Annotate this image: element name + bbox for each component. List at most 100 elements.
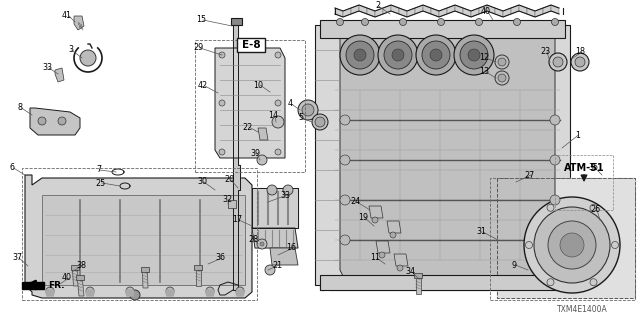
Circle shape xyxy=(275,149,281,155)
Text: E-8: E-8 xyxy=(242,40,260,50)
Text: 28: 28 xyxy=(248,236,258,244)
Circle shape xyxy=(340,235,350,245)
Text: 16: 16 xyxy=(286,244,296,252)
Circle shape xyxy=(534,207,610,283)
Bar xyxy=(490,178,635,300)
Circle shape xyxy=(476,19,483,26)
Bar xyxy=(228,200,236,208)
Text: 39: 39 xyxy=(250,149,260,158)
Text: 22: 22 xyxy=(242,123,252,132)
Text: 26: 26 xyxy=(590,205,600,214)
Circle shape xyxy=(548,221,596,269)
Circle shape xyxy=(552,19,559,26)
Polygon shape xyxy=(252,188,298,228)
Circle shape xyxy=(315,117,325,127)
Text: 14: 14 xyxy=(268,111,278,121)
Polygon shape xyxy=(72,270,79,286)
Polygon shape xyxy=(166,290,174,296)
Text: 21: 21 xyxy=(272,260,282,269)
Circle shape xyxy=(275,52,281,58)
Polygon shape xyxy=(511,5,519,14)
Text: 24: 24 xyxy=(350,197,360,206)
Circle shape xyxy=(166,287,174,295)
Polygon shape xyxy=(86,290,94,296)
Polygon shape xyxy=(367,8,375,17)
Circle shape xyxy=(550,155,560,165)
Polygon shape xyxy=(351,5,359,14)
Bar xyxy=(22,168,257,300)
Polygon shape xyxy=(375,8,383,17)
Polygon shape xyxy=(376,241,390,253)
Circle shape xyxy=(590,204,597,211)
Text: 42: 42 xyxy=(198,82,208,91)
Circle shape xyxy=(498,58,506,66)
Text: 29: 29 xyxy=(193,44,204,52)
Polygon shape xyxy=(387,221,401,233)
Text: 35: 35 xyxy=(588,164,598,172)
Circle shape xyxy=(550,235,560,245)
Polygon shape xyxy=(206,290,214,296)
Circle shape xyxy=(275,100,281,106)
Circle shape xyxy=(460,41,488,69)
Circle shape xyxy=(130,290,140,300)
Polygon shape xyxy=(439,8,447,17)
Circle shape xyxy=(236,287,244,295)
Circle shape xyxy=(260,242,264,246)
Polygon shape xyxy=(194,265,202,270)
Text: 36: 36 xyxy=(215,253,225,262)
Circle shape xyxy=(390,232,396,238)
Text: 8: 8 xyxy=(18,103,23,113)
Polygon shape xyxy=(471,8,479,17)
Circle shape xyxy=(46,287,54,295)
Circle shape xyxy=(362,19,369,26)
Circle shape xyxy=(312,114,328,130)
Text: 9: 9 xyxy=(512,260,517,269)
Circle shape xyxy=(416,35,456,75)
Polygon shape xyxy=(369,206,383,218)
Text: 40: 40 xyxy=(62,274,72,283)
Circle shape xyxy=(590,279,597,286)
Polygon shape xyxy=(46,290,54,296)
Text: 30: 30 xyxy=(197,178,207,187)
Circle shape xyxy=(547,204,554,211)
Polygon shape xyxy=(447,5,455,14)
Text: 34: 34 xyxy=(405,268,415,276)
Polygon shape xyxy=(551,5,559,14)
Polygon shape xyxy=(479,5,487,14)
Polygon shape xyxy=(543,5,551,14)
Polygon shape xyxy=(463,8,471,17)
Text: 40: 40 xyxy=(481,7,491,17)
Polygon shape xyxy=(383,5,391,14)
Polygon shape xyxy=(423,5,431,14)
Circle shape xyxy=(611,242,618,249)
Circle shape xyxy=(206,287,214,295)
Circle shape xyxy=(430,49,442,61)
Text: 20: 20 xyxy=(224,175,234,185)
Polygon shape xyxy=(527,8,535,17)
Polygon shape xyxy=(71,265,79,270)
Text: 33: 33 xyxy=(42,63,52,73)
Polygon shape xyxy=(270,248,298,265)
Text: 11: 11 xyxy=(370,253,380,262)
Polygon shape xyxy=(340,35,555,280)
Polygon shape xyxy=(215,48,285,158)
Bar xyxy=(320,20,565,38)
Circle shape xyxy=(553,57,563,67)
Bar xyxy=(555,155,613,210)
Circle shape xyxy=(340,155,350,165)
Text: 18: 18 xyxy=(575,47,585,57)
Text: 13: 13 xyxy=(479,68,489,76)
Circle shape xyxy=(58,117,66,125)
Circle shape xyxy=(283,185,293,195)
Polygon shape xyxy=(455,5,463,14)
Circle shape xyxy=(547,279,554,286)
Polygon shape xyxy=(76,275,84,280)
Polygon shape xyxy=(495,8,503,17)
Polygon shape xyxy=(315,25,570,290)
Circle shape xyxy=(549,53,567,71)
Circle shape xyxy=(454,35,494,75)
Circle shape xyxy=(86,287,94,295)
Polygon shape xyxy=(359,5,367,14)
Polygon shape xyxy=(25,175,252,298)
Circle shape xyxy=(337,19,344,26)
